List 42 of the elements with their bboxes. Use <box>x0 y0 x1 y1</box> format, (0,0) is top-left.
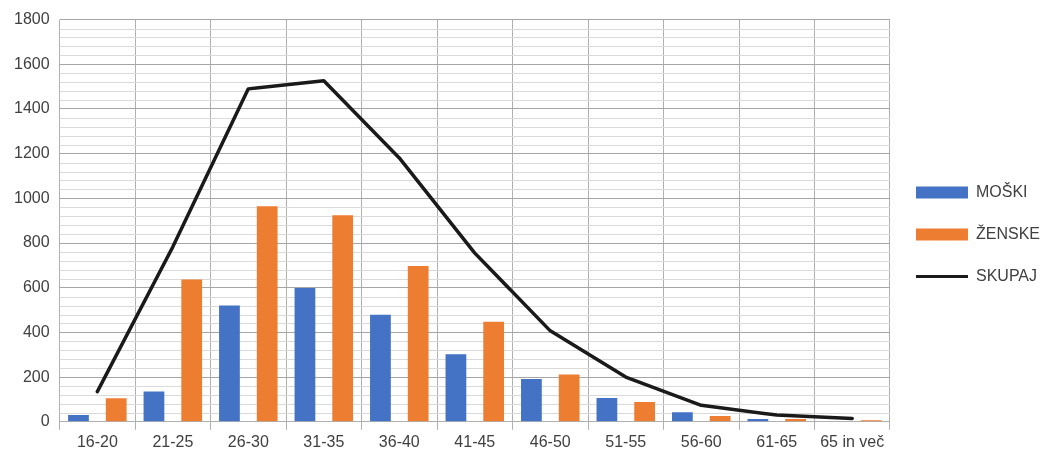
x-tick-label: 41-45 <box>454 432 496 450</box>
y-tick-label: 1200 <box>14 144 50 162</box>
bar <box>407 266 429 422</box>
x-tick-label: 65 in več <box>820 432 885 450</box>
legend-label: ŽENSKE <box>975 223 1040 242</box>
y-tick-label: 800 <box>22 233 50 251</box>
bar <box>332 215 354 422</box>
x-tick-label: 51-55 <box>605 432 647 450</box>
x-tick-label: 31-35 <box>303 432 345 450</box>
bar <box>256 206 278 422</box>
bar <box>370 314 391 422</box>
bar <box>68 415 89 422</box>
legend-label: MOŠKI <box>975 181 1028 200</box>
x-tick-label: 56-60 <box>680 432 722 450</box>
bar <box>558 374 580 422</box>
bar <box>634 401 656 422</box>
bar <box>294 287 316 422</box>
bar <box>105 398 127 422</box>
bar <box>483 321 505 422</box>
y-tick-label: 1600 <box>14 54 50 72</box>
bar <box>445 354 467 422</box>
x-tick-label: 36-40 <box>378 432 420 450</box>
bar <box>709 415 731 422</box>
x-tick-label: 46-50 <box>529 432 571 450</box>
bar <box>672 412 693 422</box>
bar <box>143 391 165 422</box>
legend-label: SKUPAJ <box>975 266 1038 284</box>
y-tick-label: 200 <box>22 367 50 385</box>
x-tick-label: 26-30 <box>227 432 269 450</box>
bar <box>181 279 203 422</box>
x-tick-label: 16-20 <box>76 432 118 450</box>
x-tick-label: 61-65 <box>756 432 798 450</box>
x-tick-label: 21-25 <box>152 432 194 450</box>
y-tick-label: 1400 <box>14 99 50 117</box>
y-tick-label: 1000 <box>14 188 50 206</box>
y-tick-label: 1800 <box>14 10 50 28</box>
y-tick-label: 600 <box>22 278 50 296</box>
y-tick-label: 0 <box>40 412 50 430</box>
bar <box>596 397 618 422</box>
y-tick-label: 400 <box>22 322 50 340</box>
bar <box>521 378 542 422</box>
bar <box>219 305 240 422</box>
